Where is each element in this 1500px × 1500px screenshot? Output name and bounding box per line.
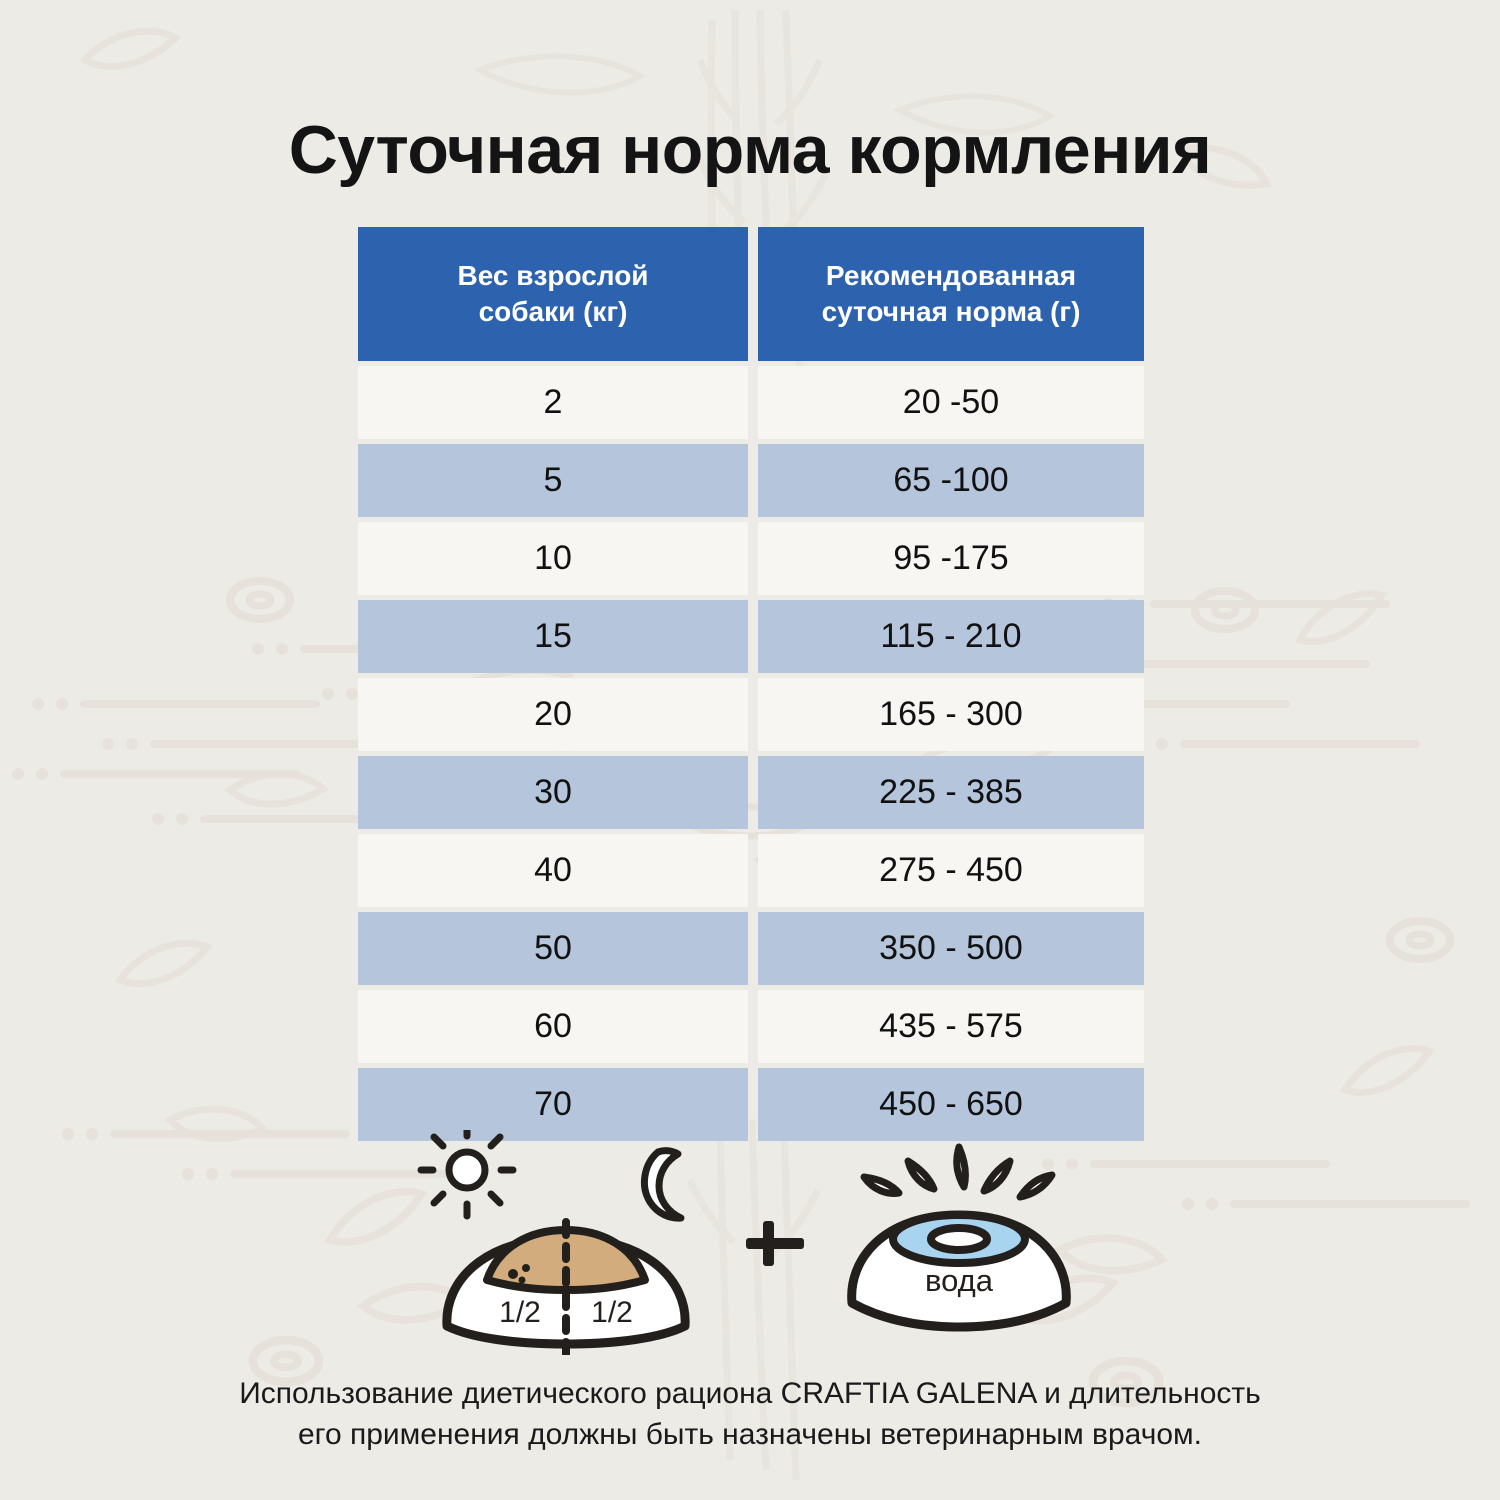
column-header-weight: Вес взрослой собаки (кг) <box>358 227 748 361</box>
cell-amount: 450 - 650 <box>758 1068 1144 1141</box>
column-header-amount: Рекомендованная суточная норма (г) <box>758 227 1144 361</box>
column-header-amount-line2: суточная норма (г) <box>821 296 1081 327</box>
plus-icon <box>740 1208 810 1278</box>
table-header-row: Вес взрослой собаки (кг) Рекомендованная… <box>358 227 1144 361</box>
cell-amount: 20 -50 <box>758 366 1144 439</box>
cell-amount: 225 - 385 <box>758 756 1144 829</box>
cell-amount: 95 -175 <box>758 522 1144 595</box>
column-header-weight-line2: собаки (кг) <box>478 296 628 327</box>
footer-disclaimer: Использование диетического рациона CRAFT… <box>0 1374 1500 1456</box>
water-splash-icon <box>860 1143 1056 1200</box>
water-bowl-icon: вода <box>834 1143 1084 1343</box>
table-row: 20 165 - 300 <box>358 678 1144 751</box>
water-label: вода <box>925 1263 994 1298</box>
cell-weight: 60 <box>358 990 748 1063</box>
cell-weight: 40 <box>358 834 748 907</box>
table-row: 50 350 - 500 <box>358 912 1144 985</box>
column-header-weight-line1: Вес взрослой <box>457 260 649 292</box>
table-row: 70 450 - 650 <box>358 1068 1144 1141</box>
column-header-amount-line1: Рекомендованная <box>825 260 1077 292</box>
cell-weight: 70 <box>358 1068 748 1141</box>
half-label-right: 1/2 <box>591 1296 633 1329</box>
table-row: 40 275 - 450 <box>358 834 1144 907</box>
cell-amount: 275 - 450 <box>758 834 1144 907</box>
cell-amount: 65 -100 <box>758 444 1144 517</box>
half-label-left: 1/2 <box>499 1296 541 1329</box>
feeding-icons-area: 1/2 1/2 <box>0 1130 1500 1360</box>
cell-weight: 50 <box>358 912 748 985</box>
cell-weight: 15 <box>358 600 748 673</box>
cell-amount: 115 - 210 <box>758 600 1144 673</box>
table-row: 5 65 -100 <box>358 444 1144 517</box>
moon-icon <box>640 1147 685 1222</box>
cell-weight: 20 <box>358 678 748 751</box>
cell-amount: 350 - 500 <box>758 912 1144 985</box>
page-title: Суточная норма кормления <box>288 112 1212 188</box>
table-row: 30 225 - 385 <box>358 756 1144 829</box>
table-row: 60 435 - 575 <box>358 990 1144 1063</box>
footer-line-1: Использование диетического рациона CRAFT… <box>239 1377 1261 1410</box>
cell-weight: 30 <box>358 756 748 829</box>
table-row: 15 115 - 210 <box>358 600 1144 673</box>
cell-weight: 10 <box>358 522 748 595</box>
food-bowl-icon: 1/2 1/2 <box>416 1130 716 1355</box>
water-ripple <box>927 1223 991 1254</box>
feeding-norm-table: Вес взрослой собаки (кг) Рекомендованная… <box>358 227 1144 1146</box>
cell-amount: 435 - 575 <box>758 990 1144 1063</box>
sun-icon <box>417 1130 517 1220</box>
table-row: 2 20 -50 <box>358 366 1144 439</box>
cell-weight: 2 <box>358 366 748 439</box>
footer-line-2: его применения должны быть назначены вет… <box>298 1417 1202 1451</box>
cell-weight: 5 <box>358 444 748 517</box>
cell-amount: 165 - 300 <box>758 678 1144 751</box>
table-row: 10 95 -175 <box>358 522 1144 595</box>
